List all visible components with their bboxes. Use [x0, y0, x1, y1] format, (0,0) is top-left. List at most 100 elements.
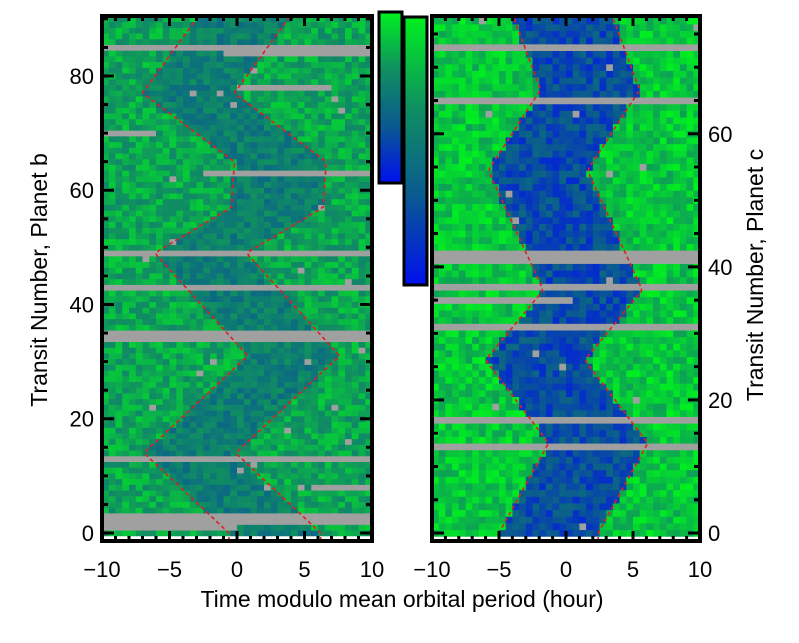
heatmap-cell: [156, 302, 163, 308]
heatmap-cell: [156, 393, 163, 399]
heatmap-cell: [338, 239, 345, 245]
heatmap-cell: [109, 50, 116, 56]
heatmap-cell: [479, 370, 486, 377]
heatmap-cell: [190, 73, 197, 79]
heatmap-cell: [109, 85, 116, 91]
heatmap-cell: [318, 319, 325, 325]
heatmap-cell: [251, 176, 258, 182]
heatmap-cell: [325, 393, 332, 399]
heatmap-cell: [338, 227, 345, 233]
heatmap-cell: [445, 476, 452, 483]
heatmap-cell: [459, 337, 466, 344]
heatmap-cell: [210, 182, 217, 188]
heatmap-cell: [620, 390, 627, 397]
heatmap-cell: [190, 433, 197, 439]
heatmap-cell: [217, 427, 224, 433]
heatmap-cell: [264, 119, 271, 125]
heatmap-cell: [210, 227, 217, 233]
heatmap-cell: [271, 199, 278, 205]
heatmap-cell: [600, 417, 607, 424]
heatmap-cell: [170, 125, 177, 131]
heatmap-cell: [352, 347, 359, 353]
heatmap-cell: [620, 510, 627, 517]
heatmap-cell: [156, 370, 163, 376]
heatmap-cell: [660, 337, 667, 344]
heatmap-cell: [620, 337, 627, 344]
heatmap-cell: [305, 404, 312, 410]
heatmap-cell: [352, 73, 359, 79]
heatmap-cell: [291, 239, 298, 245]
heatmap-cell: [352, 439, 359, 445]
heatmap-cell: [284, 507, 291, 513]
heatmap-cell: [116, 102, 123, 108]
heatmap-cell: [546, 370, 553, 377]
heatmap-cell: [291, 73, 298, 79]
heatmap-cell: [680, 516, 687, 523]
heatmap-cell: [109, 307, 116, 313]
heatmap-cell: [305, 199, 312, 205]
heatmap-cell: [244, 176, 251, 182]
heatmap-cell: [546, 323, 553, 330]
heatmap-cell: [224, 513, 231, 519]
heatmap-cell: [257, 290, 264, 296]
heatmap-cell: [311, 176, 318, 182]
heatmap-cell: [600, 443, 607, 450]
heatmap-cell: [606, 470, 613, 477]
heatmap-cell: [122, 136, 129, 142]
heatmap-cell: [586, 443, 593, 450]
heatmap-cell: [129, 222, 136, 228]
heatmap-cell: [122, 279, 129, 285]
heatmap-cell: [224, 279, 231, 285]
heatmap-cell: [143, 319, 150, 325]
heatmap-cell: [197, 496, 204, 502]
heatmap-cell: [217, 130, 224, 136]
heatmap-cell: [479, 490, 486, 497]
heatmap-cell: [298, 467, 305, 473]
heatmap-cell: [163, 136, 170, 142]
heatmap-cell: [633, 476, 640, 483]
heatmap-cell: [156, 142, 163, 148]
heatmap-cell: [244, 393, 251, 399]
heatmap-cell: [291, 45, 298, 51]
heatmap-cell: [224, 222, 231, 228]
heatmap-cell: [539, 417, 546, 424]
heatmap-cell: [183, 136, 190, 142]
heatmap-cell: [579, 403, 586, 410]
heatmap-cell: [143, 502, 150, 508]
heatmap-cell: [190, 530, 197, 536]
heatmap-cell: [170, 90, 177, 96]
heatmap-cell: [217, 205, 224, 211]
heatmap-cell: [305, 45, 312, 51]
heatmap-cell: [183, 524, 190, 530]
heatmap-cell: [210, 222, 217, 228]
heatmap-cell: [338, 165, 345, 171]
heatmap-cell: [217, 502, 224, 508]
heatmap-cell: [466, 470, 473, 477]
heatmap-cell: [325, 496, 332, 502]
heatmap-cell: [156, 262, 163, 268]
heatmap-cell: [512, 363, 519, 370]
heatmap-cell: [264, 176, 271, 182]
heatmap-cell: [190, 165, 197, 171]
heatmap-cell: [109, 119, 116, 125]
heatmap-cell: [176, 290, 183, 296]
heatmap-cell: [466, 463, 473, 470]
heatmap-cell: [190, 416, 197, 422]
heatmap-cell: [553, 463, 560, 470]
heatmap-cell: [345, 330, 352, 336]
heatmap-cell: [264, 342, 271, 348]
heatmap-cell: [156, 187, 163, 193]
heatmap-cell: [311, 507, 318, 513]
heatmap-cell: [352, 22, 359, 28]
heatmap-cell: [573, 437, 580, 444]
heatmap-cell: [203, 193, 210, 199]
heatmap-cell: [318, 427, 325, 433]
heatmap-cell: [499, 510, 506, 517]
heatmap-cell: [156, 530, 163, 536]
heatmap-cell: [539, 490, 546, 497]
heatmap-cell: [217, 399, 224, 405]
heatmap-cell: [197, 245, 204, 251]
heatmap-cell: [318, 67, 325, 73]
heatmap-cell: [217, 290, 224, 296]
heatmap-cell: [109, 136, 116, 142]
